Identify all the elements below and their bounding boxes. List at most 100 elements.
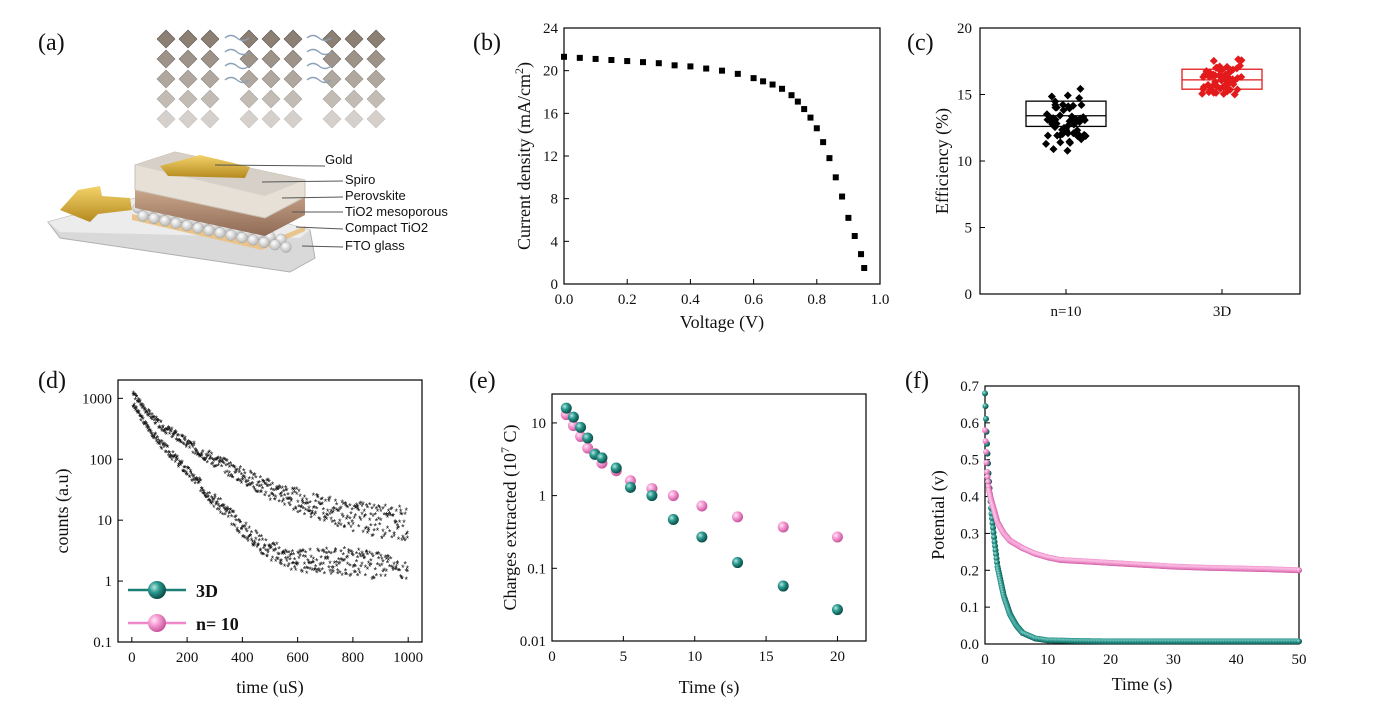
decay-point: * — [262, 545, 266, 555]
decay-point: * — [326, 554, 330, 564]
decay-point: * — [219, 455, 223, 465]
octahedron-shape — [366, 49, 386, 69]
decay-point: * — [190, 441, 194, 451]
decay-point: * — [139, 401, 143, 411]
panel-c: (c) 0 5 10 15 20 Efficiency (%) n=10 3D — [907, 21, 1301, 320]
decay-point: * — [140, 414, 144, 424]
tio2-bead-shape — [280, 241, 292, 253]
decay-point: * — [314, 509, 318, 519]
decay-point: * — [192, 472, 196, 482]
decay-point: * — [193, 476, 197, 486]
decay-point: * — [233, 464, 237, 474]
decay-point: * — [358, 569, 362, 579]
octahedron-shape — [261, 29, 281, 49]
decay-point: * — [188, 473, 192, 483]
octahedron-shape — [344, 29, 364, 49]
decay-point: * — [165, 448, 169, 458]
jv-point — [561, 53, 567, 60]
decay-point: * — [288, 556, 292, 566]
organic-spacer-shape — [224, 76, 250, 84]
decay-point: * — [189, 469, 193, 479]
decay-point: * — [144, 409, 148, 419]
x-tick-label: 200 — [176, 650, 199, 666]
decay-point: * — [147, 428, 151, 438]
decay-point: * — [286, 491, 290, 501]
tio2-bead-shape — [225, 229, 237, 241]
decay-point: * — [217, 495, 221, 505]
tio2-bead-shape — [192, 222, 204, 234]
decay-point: * — [346, 513, 350, 523]
panel-a: (a) — [38, 29, 448, 273]
decay-point: * — [298, 492, 302, 502]
decay-point: * — [242, 533, 246, 543]
decay-point: * — [241, 476, 245, 486]
decay-point: * — [333, 517, 337, 527]
decay-point: * — [160, 425, 164, 435]
decay-point: * — [136, 398, 140, 408]
decay-point: * — [254, 527, 258, 537]
efficiency-point — [1226, 65, 1235, 74]
decay-point: * — [178, 436, 182, 446]
decay-point: * — [176, 456, 180, 466]
decay-point: * — [356, 554, 360, 564]
decay-point: * — [376, 526, 380, 536]
jv-point — [851, 233, 858, 239]
decay-point: * — [271, 480, 275, 490]
decay-point: * — [383, 502, 387, 512]
decay-point: * — [162, 428, 166, 438]
decay-point: * — [134, 406, 138, 416]
decay-point: * — [288, 502, 292, 512]
decay-point: * — [147, 407, 151, 417]
panel-b: (b) 0.0 0.2 0.4 0.6 0.8 1.0 0 4 8 12 16 20 24 Voltage … — [473, 21, 889, 333]
decay-point: * — [187, 441, 191, 451]
decay-point: * — [234, 469, 238, 479]
decay-point: * — [131, 389, 135, 399]
decay-point: * — [274, 493, 278, 503]
decay-point: * — [340, 571, 344, 581]
decay-point: * — [273, 541, 277, 551]
decay-point: * — [294, 505, 298, 515]
y-tick-label: 0.01 — [520, 634, 546, 650]
decay-point: * — [313, 504, 317, 514]
decay-point: * — [150, 410, 154, 420]
decay-point: * — [346, 553, 350, 563]
decay-point: * — [396, 522, 400, 532]
decay-point: * — [364, 511, 368, 521]
octahedron-shape — [344, 89, 364, 109]
decay-point: * — [145, 420, 149, 430]
decay-point: * — [210, 460, 214, 470]
decay-point: * — [142, 421, 146, 431]
decay-point: * — [323, 517, 327, 527]
tio2-bead-shape — [159, 215, 171, 227]
decay-point: * — [135, 393, 139, 403]
decay-point: * — [147, 423, 151, 433]
decay-point: * — [403, 537, 407, 547]
decay-point: * — [280, 493, 284, 503]
decay-point: * — [287, 499, 291, 509]
decay-point: * — [327, 495, 331, 505]
decay-point: * — [302, 552, 306, 562]
decay-point: * — [270, 485, 274, 495]
decay-point: * — [146, 412, 150, 422]
decay-point: * — [301, 568, 305, 578]
decay-point: * — [329, 550, 333, 560]
decay-point: * — [171, 453, 175, 463]
decay-point: * — [172, 429, 176, 439]
teal-point — [983, 415, 990, 422]
octahedron-shape — [200, 49, 220, 69]
decay-point: * — [339, 556, 343, 566]
decay-point: * — [249, 468, 253, 478]
decay-point: * — [397, 535, 401, 545]
decay-point: * — [273, 496, 277, 506]
decay-point: * — [233, 522, 237, 532]
decay-point: * — [134, 396, 138, 406]
decay-point: * — [217, 501, 221, 511]
decay-point: * — [144, 420, 148, 430]
octahedron-shape — [178, 69, 198, 89]
decay-point: * — [236, 528, 240, 538]
decay-point: * — [338, 517, 342, 527]
decay-point: * — [361, 552, 365, 562]
decay-point: * — [359, 499, 363, 509]
decay-point: * — [330, 518, 334, 528]
decay-point: * — [278, 490, 282, 500]
